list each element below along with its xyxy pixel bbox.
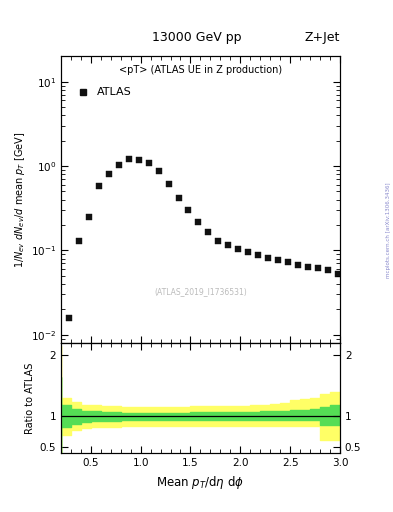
Y-axis label: $1/N_{ev}$ $dN_{ev}/d$ mean $p_T$ [GeV]: $1/N_{ev}$ $dN_{ev}/d$ mean $p_T$ [GeV] bbox=[13, 131, 26, 268]
Y-axis label: Ratio to ATLAS: Ratio to ATLAS bbox=[26, 362, 35, 434]
X-axis label: Mean $p_T$/d$\eta$ d$\phi$: Mean $p_T$/d$\eta$ d$\phi$ bbox=[156, 474, 244, 490]
Text: mcplots.cern.ch [arXiv:1306.3436]: mcplots.cern.ch [arXiv:1306.3436] bbox=[386, 183, 391, 278]
Text: ATLAS: ATLAS bbox=[97, 87, 132, 97]
Text: <pT> (ATLAS UE in Z production): <pT> (ATLAS UE in Z production) bbox=[119, 65, 282, 75]
Text: 13000 GeV pp: 13000 GeV pp bbox=[152, 31, 241, 44]
Text: Z+Jet: Z+Jet bbox=[305, 31, 340, 44]
Text: (ATLAS_2019_I1736531): (ATLAS_2019_I1736531) bbox=[154, 287, 247, 296]
